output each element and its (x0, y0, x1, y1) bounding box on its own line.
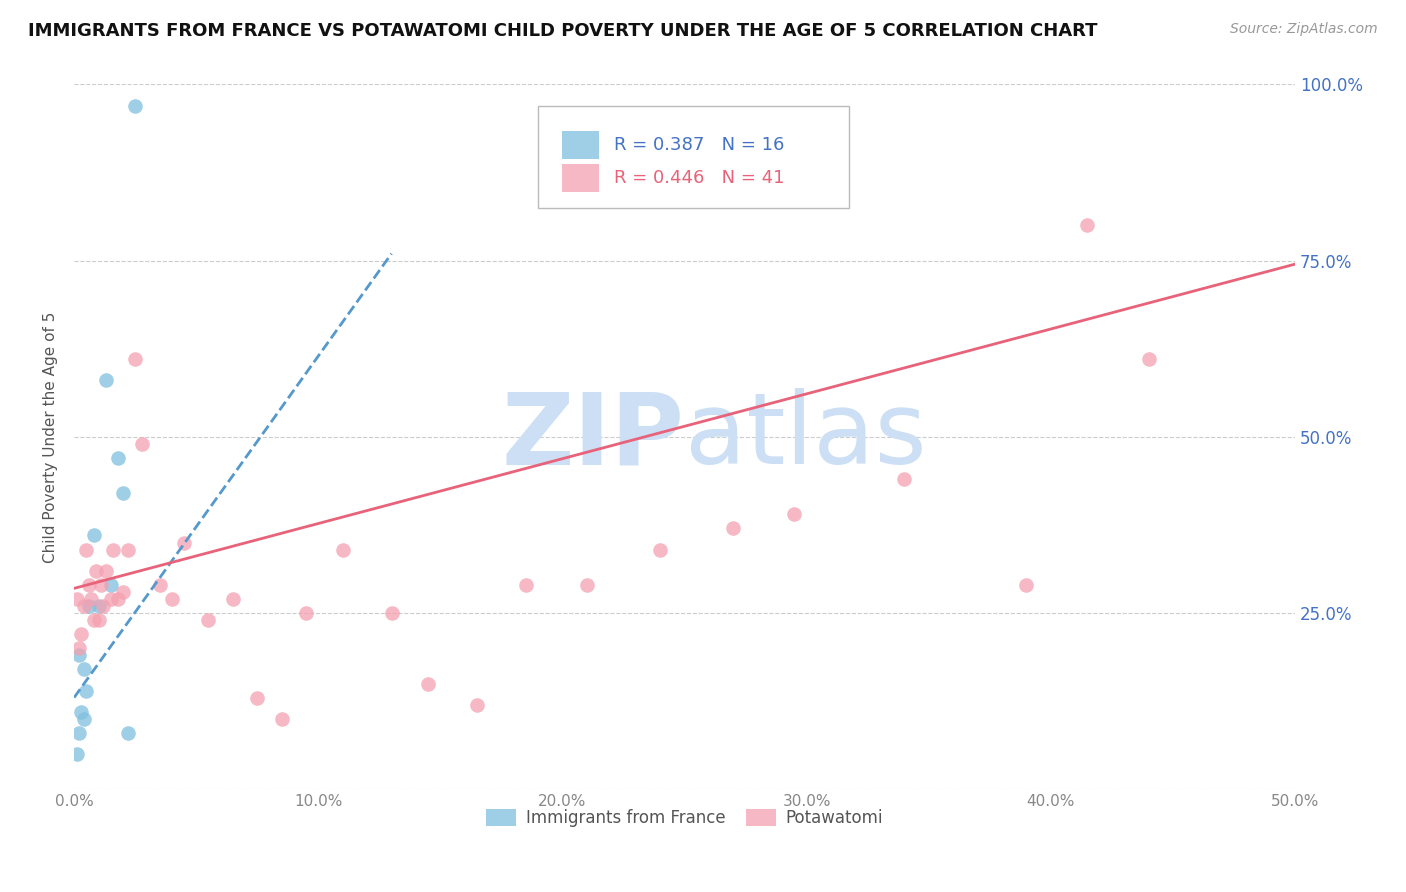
Point (67, 648, 90, 663)
Point (73, 712, 96, 726)
Point (173, 535, 195, 549)
Point (575, 578, 598, 592)
Point (1137, 352, 1160, 367)
Point (117, 542, 139, 557)
Point (65, 747, 87, 761)
Point (100, 578, 122, 592)
Bar (562, 163, 599, 192)
Point (73, 599, 96, 613)
Point (197, 613, 219, 627)
Text: ZIP: ZIP (502, 388, 685, 485)
FancyBboxPatch shape (538, 105, 849, 208)
Point (93, 599, 115, 613)
Point (380, 606, 402, 620)
Point (465, 698, 488, 712)
Point (70, 705, 93, 719)
Point (101, 542, 124, 557)
Point (246, 690, 269, 705)
Point (270, 712, 292, 726)
Text: atlas: atlas (685, 388, 927, 485)
Point (75, 683, 97, 698)
Text: Source: ZipAtlas.com: Source: ZipAtlas.com (1230, 22, 1378, 37)
Point (87, 599, 110, 613)
Point (67, 726, 90, 740)
Point (84, 564, 107, 578)
Point (80, 591, 103, 606)
Point (222, 591, 245, 606)
Point (67, 641, 90, 656)
Bar (562, 131, 599, 160)
Point (783, 508, 806, 522)
Point (83, 613, 105, 627)
Point (1076, 219, 1098, 233)
Point (893, 472, 915, 486)
Point (723, 521, 745, 535)
Point (107, 450, 129, 465)
Point (131, 437, 153, 451)
Point (124, 352, 146, 367)
Point (124, 98, 146, 112)
Point (148, 578, 170, 592)
Point (100, 591, 122, 606)
Point (70, 627, 93, 641)
Point (77, 599, 100, 613)
Point (94, 374, 117, 388)
Point (515, 578, 537, 592)
Point (295, 606, 318, 620)
Point (332, 542, 354, 557)
Point (75, 542, 97, 557)
Point (418, 676, 440, 690)
Point (87, 613, 110, 627)
Point (650, 542, 672, 557)
Point (107, 591, 129, 606)
Point (73, 662, 96, 676)
Y-axis label: Child Poverty Under the Age of 5: Child Poverty Under the Age of 5 (44, 311, 58, 563)
Point (111, 585, 134, 599)
Point (77, 578, 100, 592)
Point (1015, 578, 1038, 592)
Point (111, 486, 134, 500)
Point (90, 578, 112, 592)
Point (83, 528, 105, 542)
Point (94, 564, 117, 578)
Legend: Immigrants from France, Potawatomi: Immigrants from France, Potawatomi (479, 802, 890, 834)
Point (117, 726, 139, 740)
Text: R = 0.446   N = 41: R = 0.446 N = 41 (614, 169, 785, 186)
Point (160, 591, 183, 606)
Text: IMMIGRANTS FROM FRANCE VS POTAWATOMI CHILD POVERTY UNDER THE AGE OF 5 CORRELATIO: IMMIGRANTS FROM FRANCE VS POTAWATOMI CHI… (28, 22, 1098, 40)
Point (65, 591, 87, 606)
Text: R = 0.387   N = 16: R = 0.387 N = 16 (614, 136, 785, 154)
